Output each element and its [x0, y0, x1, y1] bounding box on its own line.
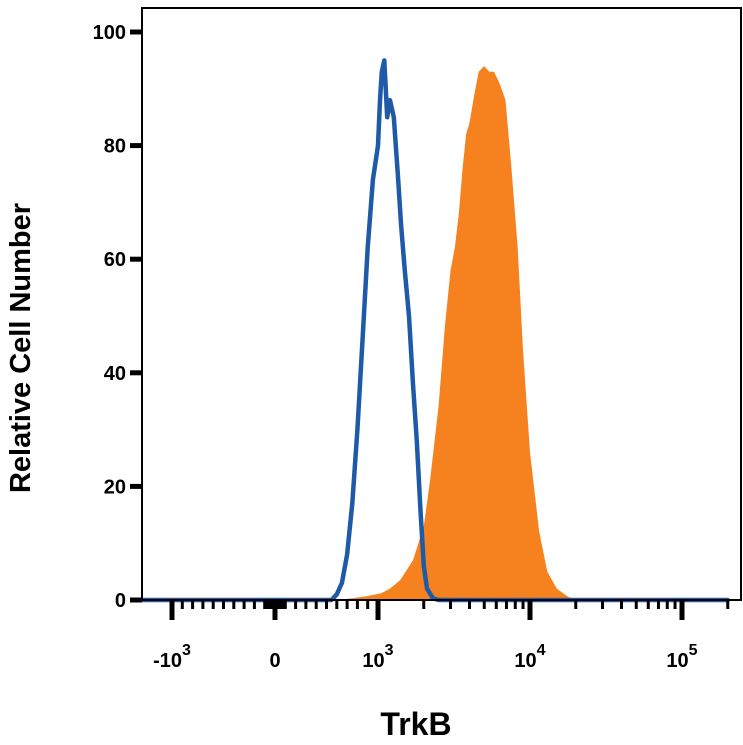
- y-tick-label: 100: [93, 22, 126, 44]
- x-tick-label: 103: [362, 642, 393, 672]
- y-tick-label: 0: [115, 590, 126, 612]
- series-filled-histogram: [142, 66, 728, 601]
- tick-group: [130, 29, 730, 620]
- y-tick-label: 40: [104, 363, 126, 385]
- x-tick-label: 104: [514, 642, 545, 672]
- y-axis-title: Relative Cell Number: [5, 203, 37, 493]
- series-outline-histogram: [139, 58, 731, 603]
- x-tick-label: 105: [666, 642, 697, 672]
- plot-border: [141, 7, 742, 601]
- y-tick-label: 80: [104, 136, 126, 158]
- x-tick-label: -103: [153, 642, 191, 672]
- x-tick-label: 0: [269, 650, 280, 672]
- tick-label-group: 0 20 40 60 80 100 -103 0 103 104 105: [93, 22, 698, 672]
- series-group: [139, 58, 731, 603]
- plot-frame: [141, 7, 742, 601]
- y-tick-label: 20: [104, 476, 126, 498]
- y-tick-label: 60: [104, 249, 126, 271]
- x-axis-title: TrkB: [380, 706, 451, 742]
